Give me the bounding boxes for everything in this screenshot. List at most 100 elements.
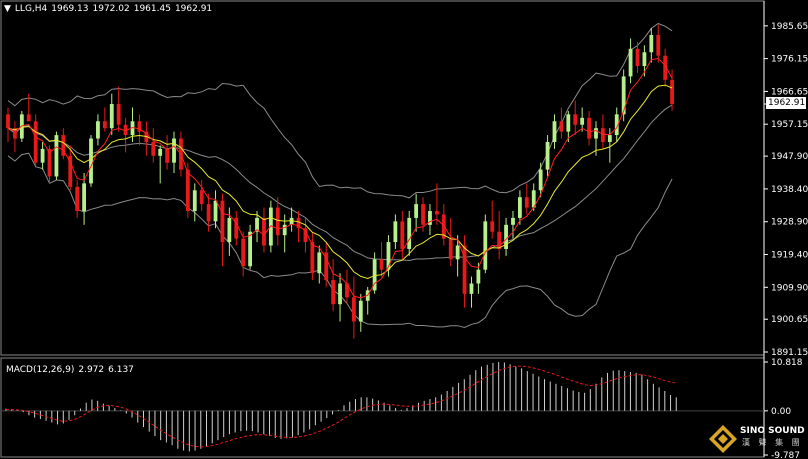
- price-pane-frame: [0, 0, 765, 356]
- candle-body: [275, 207, 280, 236]
- candle-body: [358, 300, 363, 322]
- close-value: 1962.91: [174, 4, 213, 14]
- candle-body: [102, 121, 107, 129]
- candle-body: [123, 124, 128, 136]
- candle-body: [248, 231, 253, 267]
- high-value: 1972.02: [92, 4, 130, 14]
- candle-body: [296, 217, 301, 229]
- price-tick-label: 1985.65: [771, 22, 808, 32]
- candle-body: [345, 283, 349, 298]
- candle-body: [47, 148, 52, 177]
- candle-body: [407, 217, 412, 249]
- candle-body: [324, 252, 329, 281]
- candle-body: [310, 242, 315, 274]
- price-tick-label: 1919.40: [771, 250, 808, 260]
- candle-body: [234, 217, 239, 239]
- candle-body: [607, 135, 612, 142]
- candle-body: [13, 128, 17, 139]
- candle-body: [580, 117, 585, 125]
- price-tick-label: 1928.90: [771, 218, 808, 228]
- candle-body: [414, 204, 419, 218]
- candle-body: [75, 186, 80, 212]
- ma-slow-line: [7, 84, 673, 280]
- candle-body: [89, 138, 93, 184]
- candle-body: [61, 135, 66, 156]
- price-tick-label: 1966.65: [771, 87, 808, 97]
- candle-body: [255, 217, 259, 232]
- candle-body: [54, 135, 59, 177]
- candle-body: [497, 231, 502, 249]
- diamond-logo-icon: [709, 425, 737, 453]
- candle-body: [393, 221, 398, 243]
- price-tick-label: 1976.15: [771, 55, 808, 65]
- candle-body: [40, 148, 45, 163]
- bollinger-middle-line: [7, 104, 673, 262]
- candle-body: [483, 221, 488, 270]
- logo-brand: SINO SOUND: [740, 426, 805, 436]
- candle-body: [158, 148, 163, 156]
- price-tick-label: 1947.90: [771, 152, 808, 162]
- candle-body: [559, 121, 564, 132]
- candle-body: [663, 55, 668, 80]
- candle-body: [165, 148, 170, 163]
- candle-body: [262, 217, 266, 246]
- candle-body: [130, 121, 135, 136]
- candle-body: [545, 141, 550, 170]
- candle-body: [462, 245, 467, 294]
- candle-body: [82, 183, 86, 212]
- macd-tick-label: 0.00: [771, 407, 791, 417]
- candle-body: [33, 121, 38, 163]
- candle-body: [428, 211, 432, 225]
- candle-body: [566, 114, 571, 132]
- candle-body: [379, 259, 384, 270]
- macd-main-value: 2.972: [78, 365, 105, 375]
- candle-body: [448, 238, 453, 260]
- candle-body: [6, 114, 10, 129]
- candle-body: [185, 169, 190, 212]
- price-tick-label: 1957.15: [771, 120, 808, 130]
- candle-body: [642, 52, 647, 67]
- candle-body: [621, 76, 626, 115]
- candle-body: [504, 224, 508, 249]
- candle-body: [517, 197, 522, 218]
- menu-triangle-icon[interactable]: ▼: [4, 4, 11, 14]
- macd-signal-value: 6.137: [108, 365, 134, 375]
- candle-body: [594, 128, 598, 139]
- candle-body: [206, 204, 211, 222]
- candle-body: [303, 228, 308, 243]
- ma-fast-line: [7, 57, 673, 299]
- candle-body: [109, 104, 114, 129]
- candle-body: [628, 48, 633, 77]
- candle-body: [26, 114, 31, 122]
- candle-body: [656, 34, 661, 56]
- candle-body: [649, 34, 654, 53]
- candle-body: [372, 259, 377, 291]
- candle-body: [670, 79, 674, 105]
- candle-body: [241, 238, 246, 267]
- candle-body: [116, 104, 121, 125]
- candle-body: [338, 283, 342, 305]
- candle-body: [282, 224, 287, 236]
- candle-body: [351, 297, 356, 322]
- candle-body: [151, 141, 156, 156]
- low-value: 1961.45: [133, 4, 171, 14]
- candle-body: [587, 117, 591, 139]
- candle-body: [227, 217, 232, 243]
- candle-body: [386, 242, 391, 270]
- candle-body: [490, 221, 495, 232]
- macd-signal-line: [6, 365, 677, 448]
- candle-body: [455, 245, 460, 260]
- candle-body: [573, 114, 578, 125]
- bollinger-upper-line: [7, 22, 673, 199]
- candle-body: [137, 121, 142, 132]
- macd-tick-label: 10.818: [771, 358, 803, 368]
- candle-body: [199, 190, 204, 205]
- candle-body: [614, 114, 619, 136]
- candle-body: [552, 121, 557, 142]
- candle-body: [317, 252, 322, 274]
- candle-body: [421, 204, 425, 225]
- macd-header: MACD(12,26,9) 2.972 6.137: [6, 365, 138, 375]
- candle-body: [220, 200, 225, 243]
